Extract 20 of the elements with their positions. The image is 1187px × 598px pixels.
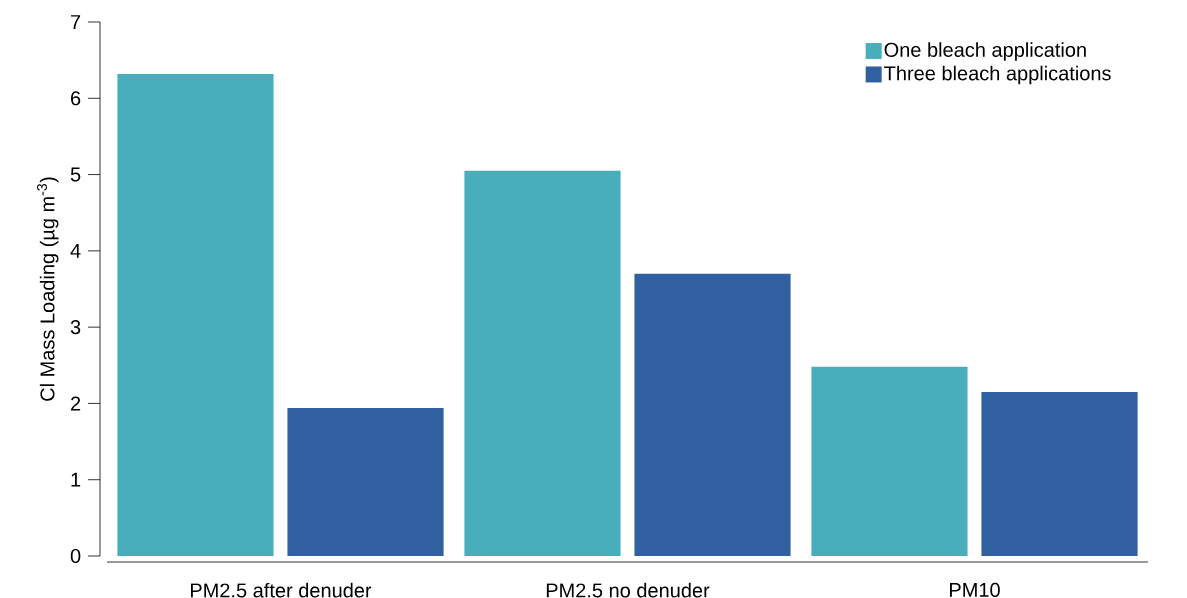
legend-label: Three bleach applications bbox=[884, 65, 1111, 85]
y-tick-label: 7 bbox=[71, 15, 81, 29]
bar bbox=[464, 170, 621, 556]
y-tick-label: 0 bbox=[70, 548, 81, 564]
bar bbox=[287, 408, 444, 556]
bar bbox=[117, 73, 274, 556]
y-tick-label: 6 bbox=[71, 91, 81, 106]
bar bbox=[634, 273, 791, 556]
y-tick-label: 3 bbox=[70, 320, 81, 335]
x-tick-label: PM2.5 after denuder bbox=[190, 582, 372, 598]
y-tick-label: 5 bbox=[70, 167, 81, 182]
legend-label: One bleach application bbox=[884, 42, 1086, 61]
bar bbox=[811, 366, 968, 556]
y-axis-title: Cl Mass Loading (µg m$^{-3}$) bbox=[37, 177, 59, 401]
bar bbox=[981, 391, 1138, 556]
y-tick-label: 1 bbox=[71, 472, 81, 487]
y-tick-label: 4 bbox=[70, 243, 81, 258]
x-tick-label: PM2.5 no denuder bbox=[546, 582, 710, 598]
y-tick-label: 2 bbox=[71, 396, 81, 411]
x-tick-label: PM10 bbox=[950, 582, 1000, 598]
